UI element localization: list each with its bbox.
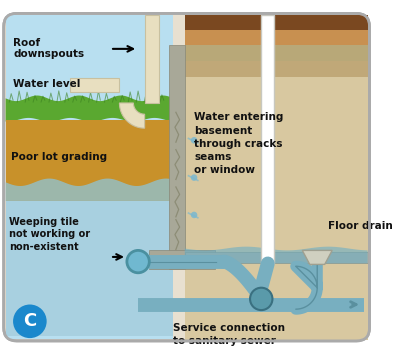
Polygon shape (185, 15, 368, 30)
Polygon shape (6, 178, 173, 201)
Text: Floor drain: Floor drain (328, 221, 393, 231)
Polygon shape (6, 15, 173, 339)
Polygon shape (70, 78, 120, 92)
Polygon shape (6, 120, 173, 201)
Circle shape (13, 304, 47, 338)
Text: Roof
downspouts: Roof downspouts (13, 38, 84, 59)
Polygon shape (185, 45, 368, 61)
Polygon shape (6, 95, 173, 122)
Polygon shape (145, 15, 159, 103)
Circle shape (250, 288, 272, 310)
Circle shape (191, 137, 197, 144)
Text: C: C (23, 312, 36, 330)
Polygon shape (261, 15, 274, 264)
Polygon shape (185, 30, 368, 45)
Circle shape (127, 250, 149, 273)
Polygon shape (185, 61, 368, 77)
FancyBboxPatch shape (4, 13, 370, 341)
Polygon shape (185, 15, 368, 340)
Polygon shape (185, 252, 368, 264)
Polygon shape (185, 247, 368, 264)
Polygon shape (302, 250, 332, 264)
Text: Service connection
to sanitary sewer: Service connection to sanitary sewer (173, 323, 285, 346)
Polygon shape (120, 103, 145, 128)
Circle shape (191, 212, 197, 218)
Text: Water level: Water level (13, 79, 80, 89)
Text: Poor lot grading: Poor lot grading (11, 152, 107, 162)
Polygon shape (185, 77, 368, 340)
Text: Weeping tile
not working or
non-existent: Weeping tile not working or non-existent (9, 217, 90, 252)
Polygon shape (149, 250, 214, 269)
Polygon shape (6, 201, 173, 336)
Circle shape (191, 174, 197, 181)
Polygon shape (169, 45, 185, 269)
Text: Water entering
basement
through cracks
seams
or window: Water entering basement through cracks s… (194, 112, 284, 175)
